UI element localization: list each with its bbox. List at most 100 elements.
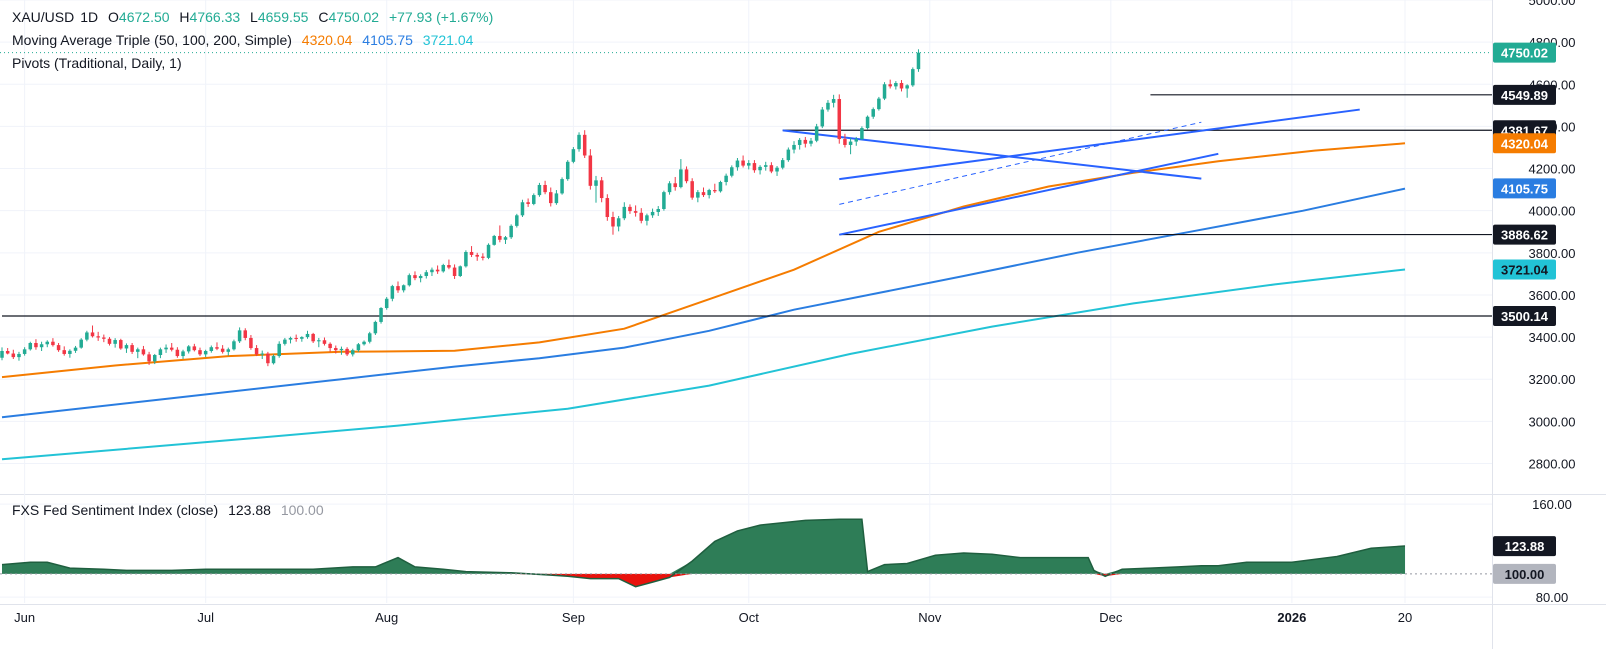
candle-body xyxy=(571,149,576,162)
candle-body xyxy=(28,342,33,350)
candle-body xyxy=(786,149,791,161)
candle-body xyxy=(718,182,723,192)
candle-body xyxy=(249,337,253,349)
candle-body xyxy=(724,175,728,183)
candle-body xyxy=(56,345,61,351)
candle-body xyxy=(611,217,615,227)
candle-body xyxy=(322,340,327,344)
candle-body xyxy=(877,98,881,110)
candle-body xyxy=(622,206,627,219)
price-label: 3721.04 xyxy=(1501,262,1549,277)
trendline xyxy=(839,152,1219,236)
candle-body xyxy=(616,218,621,227)
candle-body xyxy=(690,181,694,198)
x-tick-label: Aug xyxy=(375,610,398,625)
candle-body xyxy=(22,349,27,354)
candle-body xyxy=(486,244,491,258)
candle-body xyxy=(192,346,197,351)
candle-body xyxy=(141,349,146,355)
candle-body xyxy=(916,52,921,70)
candle-body xyxy=(854,139,858,142)
candle-body xyxy=(696,192,700,198)
y-tick-label: 5000.00 xyxy=(1529,0,1576,8)
price-label: 4320.04 xyxy=(1501,136,1549,151)
price-label-box xyxy=(1493,42,1556,63)
price-label: 123.88 xyxy=(1505,539,1545,554)
sentiment-legend[interactable]: FXS Fed Sentiment Index (close) 123.88 1… xyxy=(12,501,330,519)
candle-body xyxy=(220,348,225,352)
candle-body xyxy=(503,237,508,240)
candle-body xyxy=(350,350,355,355)
candle-body xyxy=(565,161,570,180)
candle-body xyxy=(271,356,276,364)
candle-body xyxy=(701,192,706,196)
candle-body xyxy=(328,343,332,349)
x-tick-label: Dec xyxy=(1099,610,1123,625)
symbol-label[interactable]: XAU/USD xyxy=(12,9,75,25)
candle-body xyxy=(820,109,825,127)
candle-body xyxy=(215,347,219,349)
candle-body xyxy=(526,202,530,204)
candle-body xyxy=(837,99,842,140)
candle-body xyxy=(73,347,78,351)
candle-body xyxy=(96,336,100,338)
y-tick-label: 3400.00 xyxy=(1529,330,1576,345)
candle-body xyxy=(520,202,525,216)
candle-body xyxy=(277,343,281,357)
candle-body xyxy=(826,102,830,110)
candle-body xyxy=(656,208,660,212)
candle-body xyxy=(639,212,644,221)
open-label: O xyxy=(108,9,119,25)
trendline xyxy=(839,108,1360,181)
candle-body xyxy=(0,350,4,358)
ma100-value: 4105.75 xyxy=(362,32,413,48)
candle-body xyxy=(769,165,774,172)
candle-body xyxy=(515,215,519,226)
candle-body xyxy=(418,275,423,279)
candle-body xyxy=(396,286,400,291)
candle-body xyxy=(492,235,496,245)
candle-body xyxy=(537,184,542,196)
candle-body xyxy=(260,353,264,355)
y-tick-label: 4200.00 xyxy=(1529,162,1576,177)
candle-body xyxy=(186,346,191,352)
candle-body xyxy=(797,139,802,145)
candle-body xyxy=(905,85,909,89)
candle-body xyxy=(865,116,870,129)
candle-body xyxy=(673,183,677,188)
candle-body xyxy=(45,341,50,345)
y-tick-label: 3800.00 xyxy=(1529,246,1576,261)
candle-body xyxy=(339,348,344,351)
candle-body xyxy=(107,338,112,344)
candle-body xyxy=(254,348,259,355)
candle-body xyxy=(102,337,106,339)
candle-body xyxy=(294,337,298,339)
close-value: 4750.02 xyxy=(328,9,380,25)
price-label-box xyxy=(1493,84,1556,105)
candle-body xyxy=(79,339,83,348)
y-tick-label: 2800.00 xyxy=(1529,457,1576,472)
y-tick-label: 80.00 xyxy=(1536,590,1569,605)
candle-body xyxy=(367,333,372,342)
ma-legend[interactable]: Moving Average Triple (50, 100, 200, Sim… xyxy=(12,31,479,49)
low-label: L xyxy=(250,9,258,25)
candle-body xyxy=(300,337,304,339)
candle-body xyxy=(198,350,202,355)
price-label-box xyxy=(1493,224,1556,245)
close-label: C xyxy=(318,9,329,25)
candle-body xyxy=(288,337,293,340)
candle-body xyxy=(758,166,762,171)
candle-body xyxy=(203,350,208,355)
price-label: 4549.89 xyxy=(1501,88,1548,103)
pivots-legend[interactable]: Pivots (Traditional, Daily, 1) xyxy=(12,54,188,72)
candle-body xyxy=(860,128,864,140)
candle-body xyxy=(498,235,502,240)
candle-body xyxy=(243,330,248,338)
candle-body xyxy=(113,340,117,344)
candle-body xyxy=(888,84,892,87)
candle-body xyxy=(136,349,140,352)
candle-body xyxy=(401,285,406,291)
candle-body xyxy=(68,350,72,354)
open-value: 4672.50 xyxy=(118,9,170,25)
